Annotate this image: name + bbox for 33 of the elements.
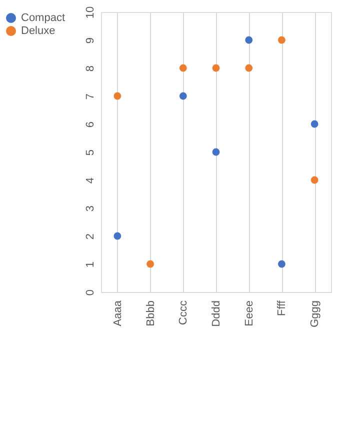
y-tick-label: 5: [84, 149, 96, 156]
x-tick-label: Gggg: [309, 300, 322, 328]
point: [310, 176, 318, 184]
y-tick-label: 10: [84, 6, 96, 19]
y-tick-label: 7: [84, 93, 96, 100]
y-tick-label: 6: [84, 121, 96, 128]
point: [278, 260, 286, 268]
point: [310, 120, 318, 128]
y-tick-label: 0: [84, 289, 96, 296]
y-tick-label: 2: [84, 233, 96, 240]
point: [114, 92, 122, 100]
point: [146, 260, 154, 268]
legend-label: Deluxe: [21, 25, 56, 37]
x-tick-label: Ffff: [276, 300, 288, 316]
x-tick-label: Eeee: [243, 300, 256, 326]
point: [245, 64, 253, 72]
point: [278, 36, 286, 44]
legend-label: Compact: [21, 12, 66, 24]
x-tick-label: Bbbb: [144, 300, 157, 326]
y-tick-label: 3: [84, 205, 96, 212]
point: [179, 64, 187, 72]
x-tick-label: Dddd: [210, 300, 222, 327]
x-tick-label: Aaaa: [112, 300, 124, 326]
point: [179, 92, 187, 100]
point: [114, 232, 122, 240]
y-tick-label: 4: [84, 177, 96, 184]
point: [245, 36, 253, 44]
x-tick-label: Cccc: [178, 300, 190, 325]
y-tick-label: 1: [84, 261, 96, 268]
y-tick-label: 9: [84, 37, 96, 44]
point: [212, 148, 220, 156]
y-tick-label: 8: [84, 65, 96, 72]
point: [212, 64, 220, 72]
